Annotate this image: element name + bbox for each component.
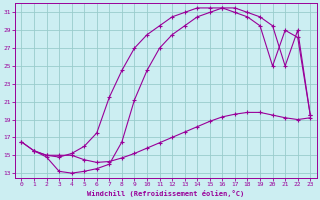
X-axis label: Windchill (Refroidissement éolien,°C): Windchill (Refroidissement éolien,°C) (87, 190, 244, 197)
